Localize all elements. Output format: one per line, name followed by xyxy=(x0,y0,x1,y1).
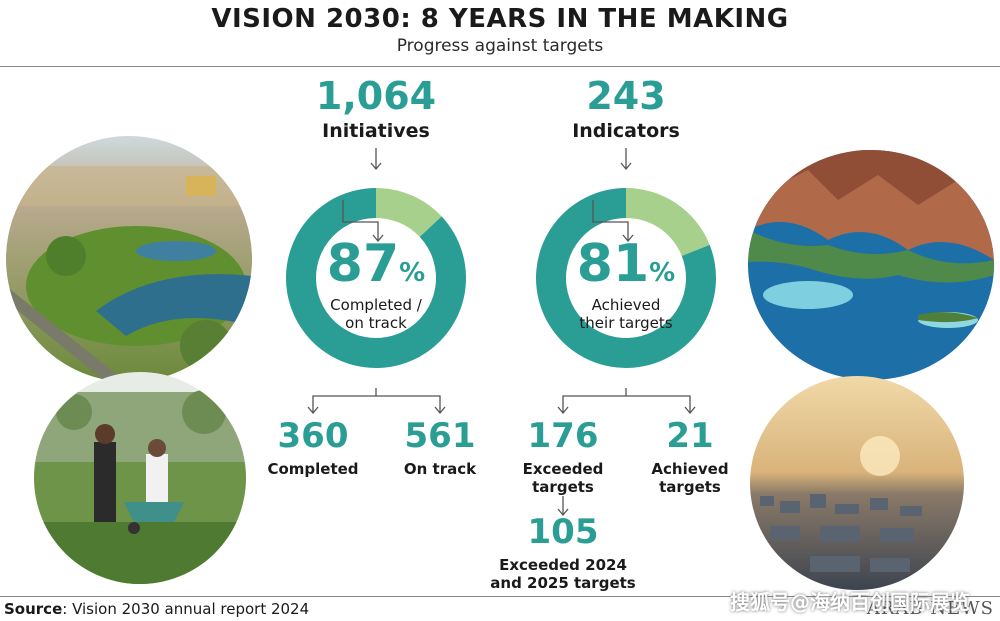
header-divider xyxy=(0,66,1000,67)
achieved-label-2: targets xyxy=(659,478,721,496)
initiatives-total-value: 1,064 xyxy=(315,74,437,118)
indicators-percent-value: 81 xyxy=(576,234,650,294)
initiatives-slice-other xyxy=(376,188,442,237)
achieved-value: 21 xyxy=(666,416,714,456)
exceeded-label-1: Exceeded xyxy=(522,460,604,478)
brand-logo: ARAB NEWS xyxy=(866,598,994,619)
city-park-photo xyxy=(6,136,252,382)
coastal-mountains-photo xyxy=(748,150,994,380)
exceeded-2024-2025-label-1: Exceeded 2024 xyxy=(499,556,627,574)
indicators-total-label: Indicators xyxy=(572,120,680,142)
desert-city-sunset-photo xyxy=(750,376,964,590)
initiatives-center-label-1: Completed / xyxy=(330,296,422,314)
completed-value: 360 xyxy=(277,416,349,456)
source-text: : Vision 2030 annual report 2024 xyxy=(62,600,310,618)
initiatives-percent-value: 87 xyxy=(326,234,400,294)
indicators-slice-other xyxy=(626,188,710,256)
initiatives-center-percent: 87% xyxy=(286,234,466,294)
initiatives-slice-main xyxy=(286,188,466,369)
indicators-center-label-1: Achieved xyxy=(591,296,661,314)
on-track-value: 561 xyxy=(404,416,476,456)
initiatives-center-label-2: on track xyxy=(345,314,407,332)
completed-label: Completed xyxy=(267,460,359,478)
indicators-center-percent: 81% xyxy=(536,234,716,294)
indicators-center-label-2: their targets xyxy=(579,314,673,332)
indicators-arrows xyxy=(557,148,696,517)
initiatives-percent-unit: % xyxy=(399,258,426,288)
watermark: 搜狐号@海纳百创国际展览 xyxy=(730,590,970,614)
indicators-total-value: 243 xyxy=(586,74,666,118)
indicators-donut xyxy=(536,188,716,368)
exceeded-label-2: targets xyxy=(532,478,594,496)
exceeded-2024-2025-value: 105 xyxy=(527,512,599,552)
footer-divider xyxy=(0,596,1000,597)
indicators-percent-unit: % xyxy=(649,258,676,288)
on-track-label: On track xyxy=(403,460,477,478)
page-title: VISION 2030: 8 YEARS IN THE MAKING xyxy=(211,4,789,34)
achieved-label-1: Achieved xyxy=(651,460,729,478)
page-subtitle: Progress against targets xyxy=(396,36,604,56)
indicators-slice-main xyxy=(536,188,716,368)
garden-workers-photo xyxy=(34,372,246,584)
initiatives-total-label: Initiatives xyxy=(322,120,430,142)
exceeded-value: 176 xyxy=(527,416,599,456)
source-label: Source xyxy=(4,600,63,618)
initiatives-arrows xyxy=(307,148,446,415)
initiatives-donut xyxy=(286,188,466,369)
exceeded-2024-2025-label-2: and 2025 targets xyxy=(490,574,636,592)
source-note: Source: Vision 2030 annual report 2024 xyxy=(4,600,309,618)
